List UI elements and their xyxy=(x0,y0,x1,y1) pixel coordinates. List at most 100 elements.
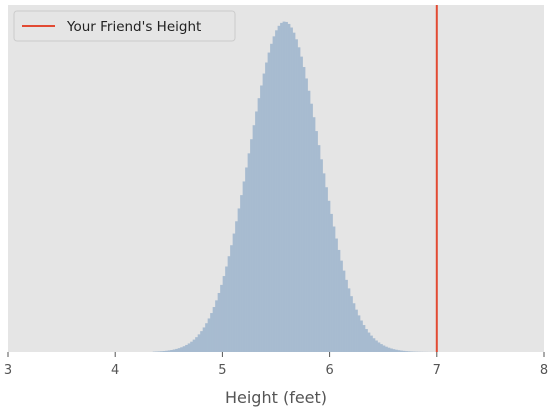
histogram-bar xyxy=(277,25,281,353)
histogram-bar xyxy=(187,343,191,352)
histogram-bar xyxy=(337,249,341,352)
histogram-bar xyxy=(262,73,266,353)
histogram-bar xyxy=(377,342,381,352)
histogram-bar xyxy=(315,131,318,352)
x-axis-label: Height (feet) xyxy=(225,388,327,407)
x-tick-label: 6 xyxy=(325,363,333,378)
legend-box xyxy=(13,10,236,42)
histogram-bar xyxy=(282,21,286,353)
histogram-bar xyxy=(205,323,208,352)
histogram-bar xyxy=(225,266,228,352)
histogram-bar xyxy=(230,245,233,352)
x-tick-label: 3 xyxy=(4,363,12,378)
histogram-bar xyxy=(177,348,181,352)
histogram-bar xyxy=(350,296,353,352)
histogram-bar xyxy=(400,350,403,352)
histogram-bar xyxy=(275,30,278,352)
x-axis-ticks: 3 4 5 6 7 8 xyxy=(4,352,548,378)
histogram-bar xyxy=(192,339,196,352)
histogram-bar xyxy=(237,208,241,352)
histogram-bar xyxy=(365,329,368,352)
histogram-bar xyxy=(330,213,333,352)
histogram-bar xyxy=(409,351,413,352)
histogram-bar xyxy=(265,62,268,353)
histogram-bar xyxy=(242,181,246,352)
histogram-bar xyxy=(355,309,358,352)
histogram-bar xyxy=(312,117,316,352)
histogram-bar xyxy=(332,226,336,352)
histogram-bar xyxy=(287,23,291,352)
histogram-bar xyxy=(370,335,373,352)
histogram-bar xyxy=(297,47,301,352)
histogram-bar xyxy=(295,39,298,353)
x-tick-label: 8 xyxy=(540,363,548,378)
histogram-bar xyxy=(357,315,361,352)
x-tick-label: 5 xyxy=(218,363,226,378)
histogram-bar xyxy=(320,159,323,352)
histogram-bar xyxy=(195,337,198,352)
histogram-bar xyxy=(222,276,226,352)
histogram-bar xyxy=(310,103,313,353)
histogram-bar xyxy=(322,173,326,352)
histogram-bar xyxy=(335,238,338,352)
histogram-bar xyxy=(362,325,366,352)
histogram-bar xyxy=(340,260,343,352)
histogram-bar xyxy=(345,279,348,352)
x-tick-label: 7 xyxy=(433,363,441,378)
histogram-bar xyxy=(240,195,243,352)
histogram-bar xyxy=(232,233,236,352)
histogram-bar xyxy=(215,300,218,352)
histogram-bars xyxy=(152,21,433,353)
histogram-bar xyxy=(257,98,261,353)
histogram-bar xyxy=(227,256,231,352)
histogram-bar xyxy=(397,350,401,352)
histogram-bar xyxy=(260,85,263,353)
histogram-bar xyxy=(167,350,171,352)
histogram-bar xyxy=(375,340,378,352)
histogram-bar xyxy=(402,350,406,352)
histogram-bar xyxy=(165,350,169,352)
histogram-bar xyxy=(197,334,201,352)
histogram-bar xyxy=(252,125,256,352)
histogram-bar xyxy=(207,318,211,352)
histogram-bar xyxy=(367,332,371,352)
histogram-bar xyxy=(385,346,388,352)
legend-entry-label: Your Friend's Height xyxy=(66,19,201,35)
histogram-bar xyxy=(380,344,383,352)
histogram-bar xyxy=(172,349,176,352)
histogram-bar xyxy=(302,67,306,352)
histogram-bar xyxy=(347,288,351,352)
histogram-bar xyxy=(245,167,248,352)
histogram-bar xyxy=(325,187,328,352)
histogram-bar xyxy=(392,349,396,352)
histogram-bar xyxy=(157,351,161,352)
histogram-bar xyxy=(235,221,238,352)
histogram-bar xyxy=(280,22,283,352)
histogram-bar xyxy=(220,284,223,352)
histogram-bar xyxy=(212,307,216,352)
histogram-bar xyxy=(162,351,166,352)
histogram-bar xyxy=(175,348,178,352)
histogram-bar xyxy=(407,351,411,352)
histogram-bar xyxy=(267,52,271,353)
histogram-bar xyxy=(180,347,183,352)
histogram-bar xyxy=(200,331,203,352)
histogram-bar xyxy=(342,270,346,352)
histogram-bar xyxy=(290,27,293,353)
histogram-bar xyxy=(210,313,213,352)
histogram-bar xyxy=(372,338,376,352)
histogram-bar xyxy=(247,153,251,352)
x-tick-label: 4 xyxy=(111,363,119,378)
histogram-bar xyxy=(250,139,253,352)
histogram-bar xyxy=(190,341,193,352)
histogram-bar xyxy=(170,350,173,352)
legend: Your Friend's Height xyxy=(13,10,236,42)
histogram-bar xyxy=(317,145,321,352)
histogram-bar xyxy=(292,32,296,353)
histogram-bar xyxy=(307,90,311,353)
histogram-bar xyxy=(255,111,258,352)
histogram-bar xyxy=(270,43,273,352)
histogram-bar xyxy=(160,351,164,352)
histogram-bar xyxy=(185,344,188,352)
